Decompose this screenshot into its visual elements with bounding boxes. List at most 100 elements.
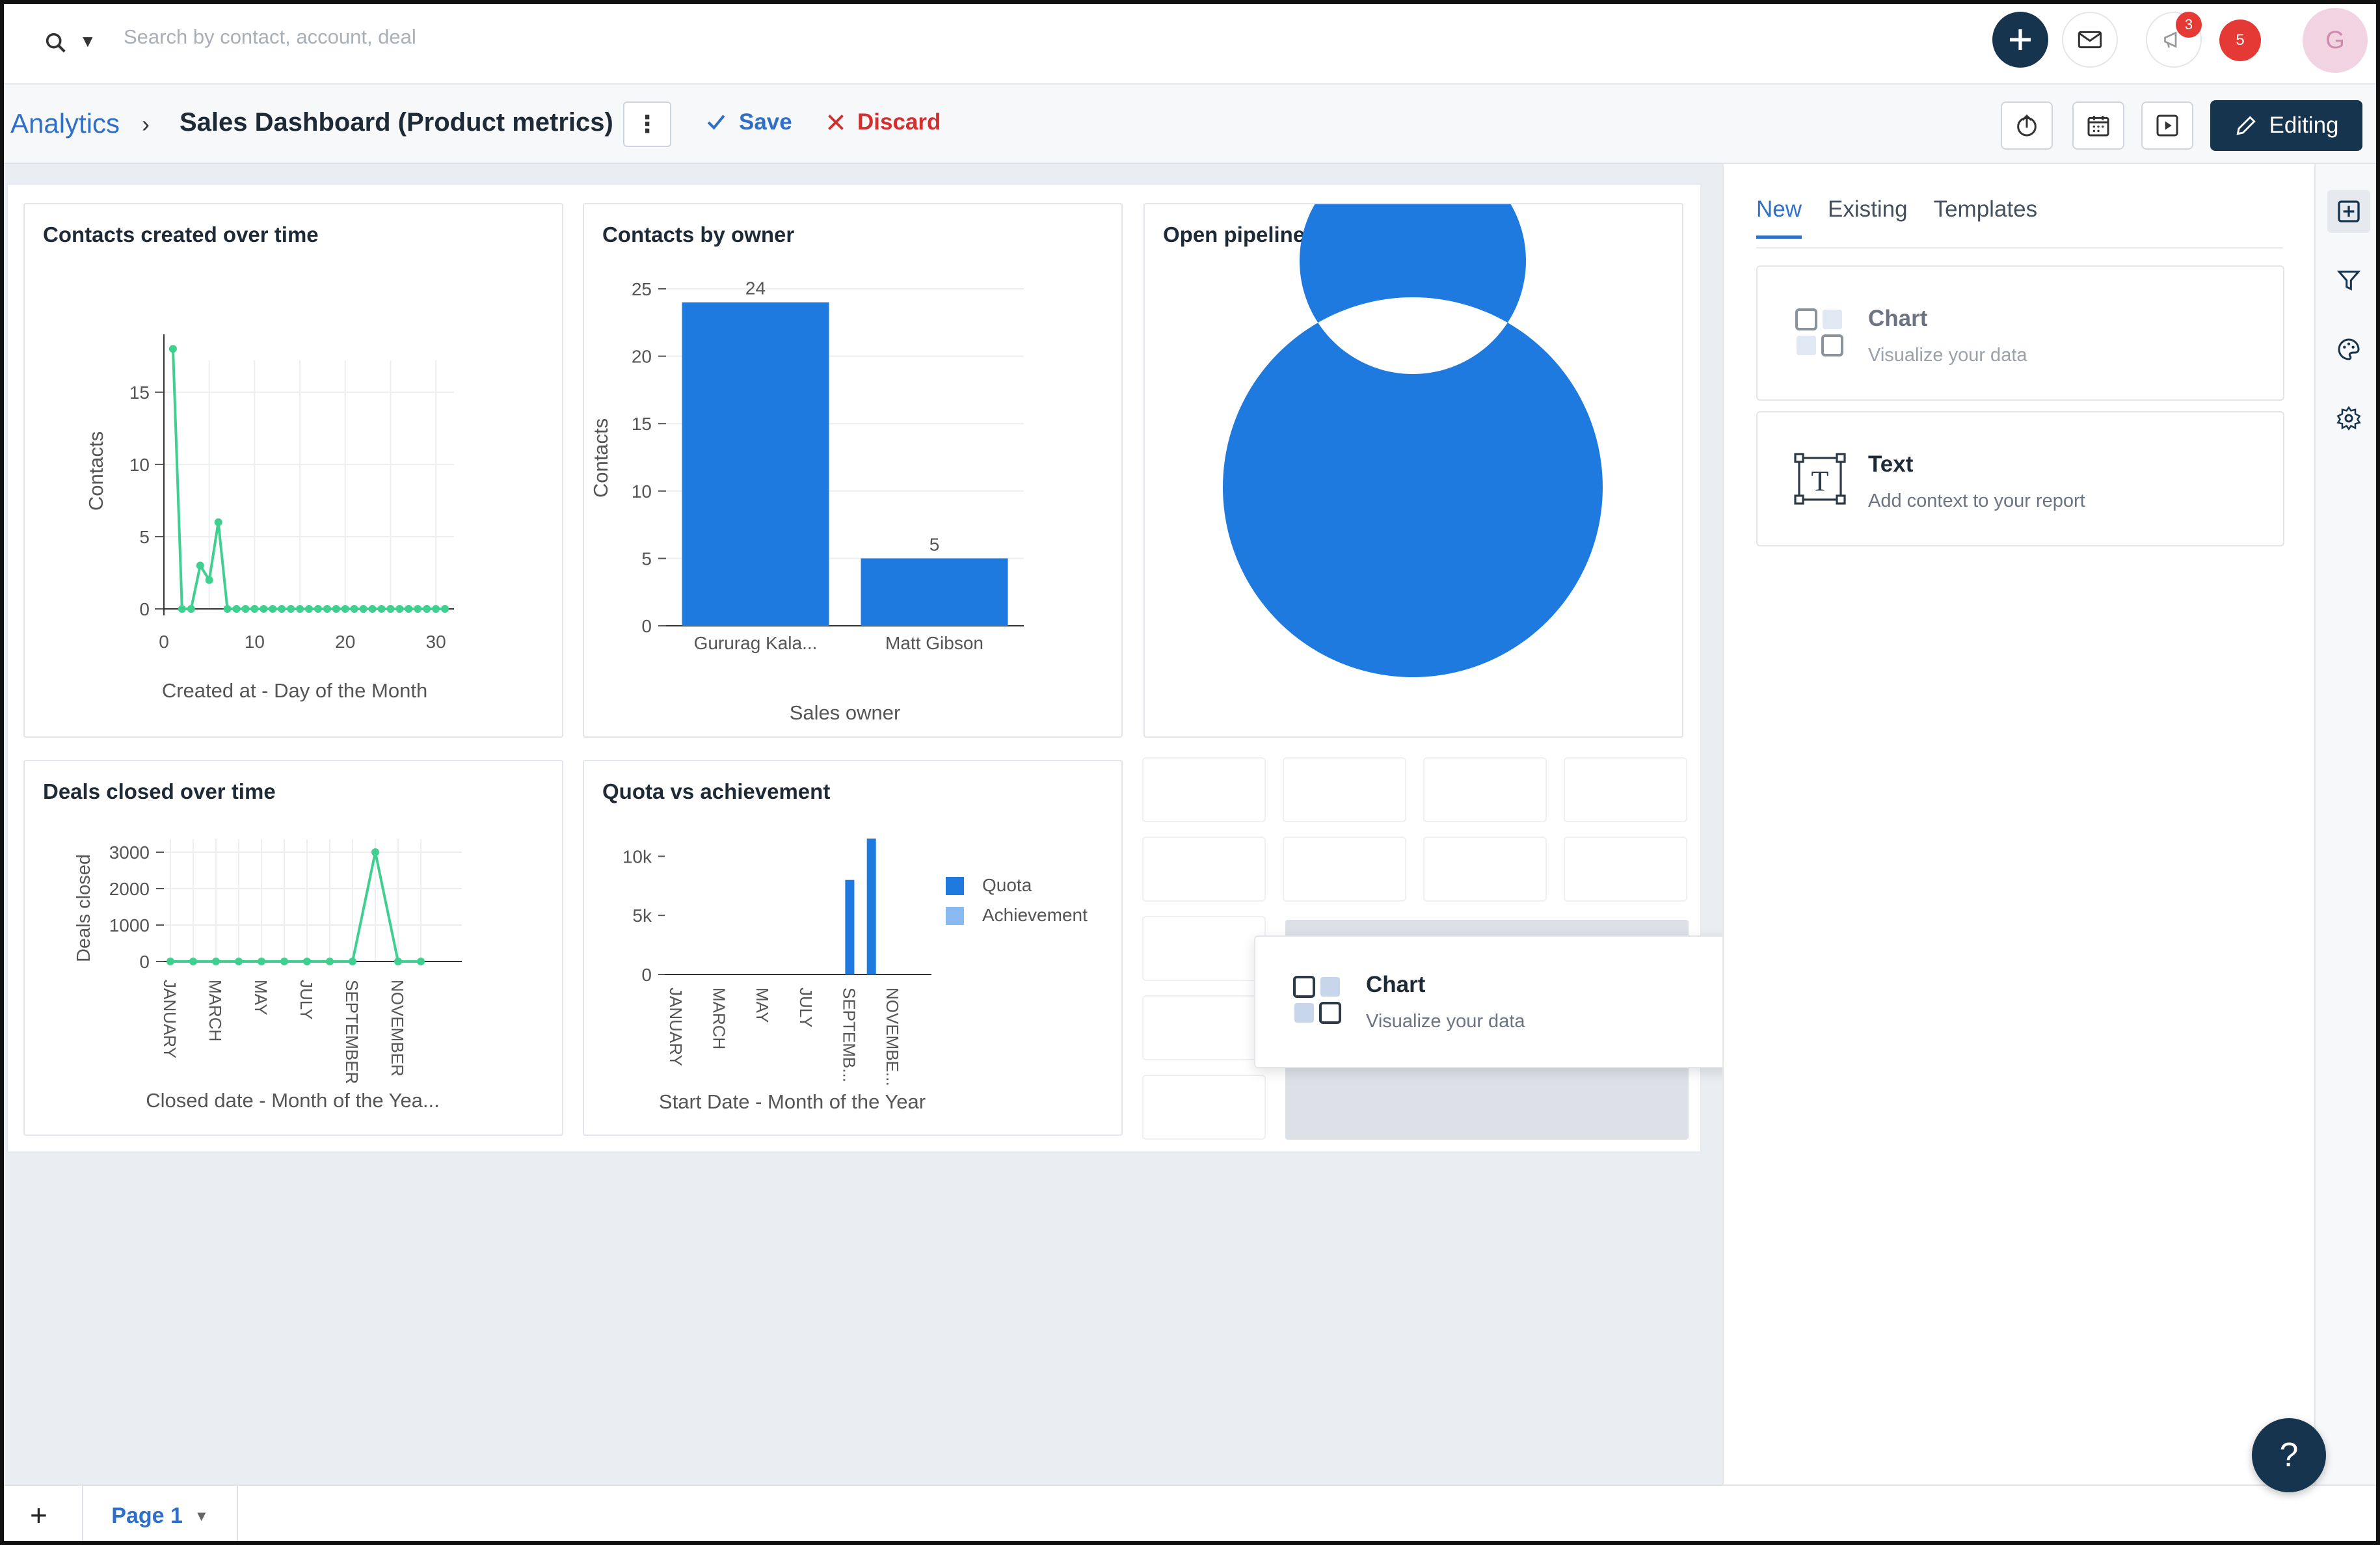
page-title: Sales Dashboard (Product metrics) xyxy=(180,108,613,137)
schedule-button[interactable] xyxy=(2072,101,2124,150)
data-point xyxy=(341,605,349,613)
discard-label: Discard xyxy=(857,109,941,135)
add-page-button[interactable]: + xyxy=(30,1498,47,1533)
plus-icon: + xyxy=(30,1498,47,1532)
tab-new[interactable]: New xyxy=(1756,196,1802,239)
y-tick-label: 0 xyxy=(139,952,150,972)
search-scope-chevron-down-icon[interactable]: ▼ xyxy=(79,31,96,51)
data-point xyxy=(258,958,265,965)
save-button[interactable]: Save xyxy=(705,109,792,135)
breadcrumb-analytics-link[interactable]: Analytics xyxy=(10,108,120,139)
y-tick-label: 10 xyxy=(129,455,150,475)
empty-grid-cell xyxy=(1142,757,1266,822)
y-tick-label: 0 xyxy=(139,599,150,619)
chart-widget-option[interactable]: Chart Visualize your data xyxy=(1756,265,2284,401)
help-button[interactable]: ? xyxy=(2252,1418,2326,1492)
x-tick-label: Gururag Kala... xyxy=(694,633,818,653)
y-axis-label: Contacts xyxy=(589,418,612,498)
data-point xyxy=(332,605,340,613)
settings-rail-button[interactable] xyxy=(2327,397,2370,440)
tab-existing[interactable]: Existing xyxy=(1828,196,1908,222)
data-point xyxy=(235,958,243,965)
widget-title: Text xyxy=(1868,451,1914,477)
panel-tabs: New Existing Templates xyxy=(1756,196,2037,239)
chart-widget-icon xyxy=(1795,308,1843,356)
x-tick-label: MARCH xyxy=(710,987,729,1049)
quick-add-button[interactable] xyxy=(1992,12,2048,68)
plus-icon xyxy=(2010,29,2031,50)
dragged-chart-widget[interactable]: Chart Visualize your data xyxy=(1254,935,1780,1068)
alerts-count-button[interactable]: 5 xyxy=(2219,20,2261,61)
filter-icon xyxy=(2336,271,2361,291)
page-tab-1[interactable]: Page 1 ▼ xyxy=(82,1486,238,1545)
mail-button[interactable] xyxy=(2062,12,2118,68)
data-point xyxy=(349,958,356,965)
present-button[interactable] xyxy=(2141,101,2193,150)
contacts-by-owner-chart-card[interactable]: Contacts by owner 0 5 10 15 20 25 24 Gururag Ka… xyxy=(583,203,1123,738)
x-tick-label: MAY xyxy=(251,980,271,1015)
bar xyxy=(861,558,1008,626)
data-point xyxy=(371,848,379,856)
legend-swatch xyxy=(946,907,964,925)
deals-closed-chart-card[interactable]: Deals closed over time 0 1000 2000 3000 JANU… xyxy=(23,760,563,1136)
filter-rail-button[interactable] xyxy=(2327,259,2370,302)
y-axis-label: Contacts xyxy=(85,431,107,511)
legend-label: Achievement xyxy=(982,905,1088,925)
data-point xyxy=(196,561,204,570)
open-pipeline-donut-chart xyxy=(1223,204,1603,677)
x-axis-label: Created at - Day of the Month xyxy=(162,679,427,702)
check-icon xyxy=(707,114,725,130)
card-title: Quota vs achievement xyxy=(602,779,831,803)
theme-rail-button[interactable] xyxy=(2327,328,2370,371)
x-tick-label: 10 xyxy=(245,632,265,652)
data-point xyxy=(250,605,259,613)
deals-closed-line-chart: 0 1000 2000 3000 JANUARY MARCH MAY JULY SEPTEMBE… xyxy=(74,839,462,1112)
data-point xyxy=(359,605,368,613)
more-options-button[interactable]: ⋮ xyxy=(623,101,671,147)
contacts-by-owner-bar-chart: 0 5 10 15 20 25 24 Gururag Kala... 5 Matt Gibson S… xyxy=(589,278,1024,724)
data-point xyxy=(280,958,288,965)
x-tick-label: SEPTEMB... xyxy=(839,987,859,1082)
widget-subtitle: Visualize your data xyxy=(1366,1011,1525,1032)
data-point xyxy=(189,958,197,965)
discard-button[interactable]: Discard xyxy=(826,109,941,135)
avatar[interactable]: G xyxy=(2303,8,2368,73)
y-tick-label: 25 xyxy=(632,279,652,299)
empty-grid-cell xyxy=(1564,757,1687,822)
quota-vs-achievement-chart-card[interactable]: Quota vs achievement 0 5k 10k JANUARY MARCH M… xyxy=(583,760,1123,1136)
data-point xyxy=(296,605,304,613)
x-tick-label: 30 xyxy=(426,632,446,652)
data-point xyxy=(414,605,422,613)
empty-grid-cell xyxy=(1564,837,1687,902)
x-tick-label: Matt Gibson xyxy=(885,633,983,653)
x-tick-label: MAY xyxy=(753,987,772,1023)
y-tick-label: 5 xyxy=(139,527,150,547)
y-tick-label: 0 xyxy=(641,616,652,636)
export-button[interactable] xyxy=(2001,101,2053,150)
chevron-down-icon[interactable]: ▼ xyxy=(194,1507,209,1524)
data-point xyxy=(395,605,404,613)
mail-icon xyxy=(2078,31,2102,49)
tab-templates[interactable]: Templates xyxy=(1933,196,2038,222)
y-axis-label: Deals closed xyxy=(74,854,94,962)
card-title: Open pipeline xyxy=(1163,222,1305,247)
open-pipeline-chart-card[interactable]: Open pipeline xyxy=(1143,203,1683,738)
close-icon xyxy=(828,114,844,130)
data-point xyxy=(423,605,431,613)
y-tick-label: 10k xyxy=(622,846,652,867)
text-widget-option[interactable]: T Text Add context to your report xyxy=(1756,411,2284,546)
search-input[interactable] xyxy=(124,20,709,55)
top-bar: ▼ 3 5 G xyxy=(0,0,2380,85)
editing-button[interactable]: Editing xyxy=(2210,100,2362,151)
empty-grid-cell xyxy=(1142,1075,1266,1140)
legend-swatch xyxy=(946,877,964,895)
y-tick-label: 1000 xyxy=(109,915,150,935)
notifications-button[interactable]: 3 xyxy=(2146,12,2202,68)
data-point xyxy=(232,605,241,613)
add-widget-rail-button[interactable] xyxy=(2327,190,2370,233)
data-point xyxy=(314,605,322,613)
play-icon xyxy=(2156,114,2178,137)
contacts-created-chart-card[interactable]: Contacts created over time 0 5 10 15 0 10 20 30… xyxy=(23,203,563,738)
empty-grid-cell xyxy=(1142,995,1266,1060)
search-icon[interactable] xyxy=(43,30,69,56)
